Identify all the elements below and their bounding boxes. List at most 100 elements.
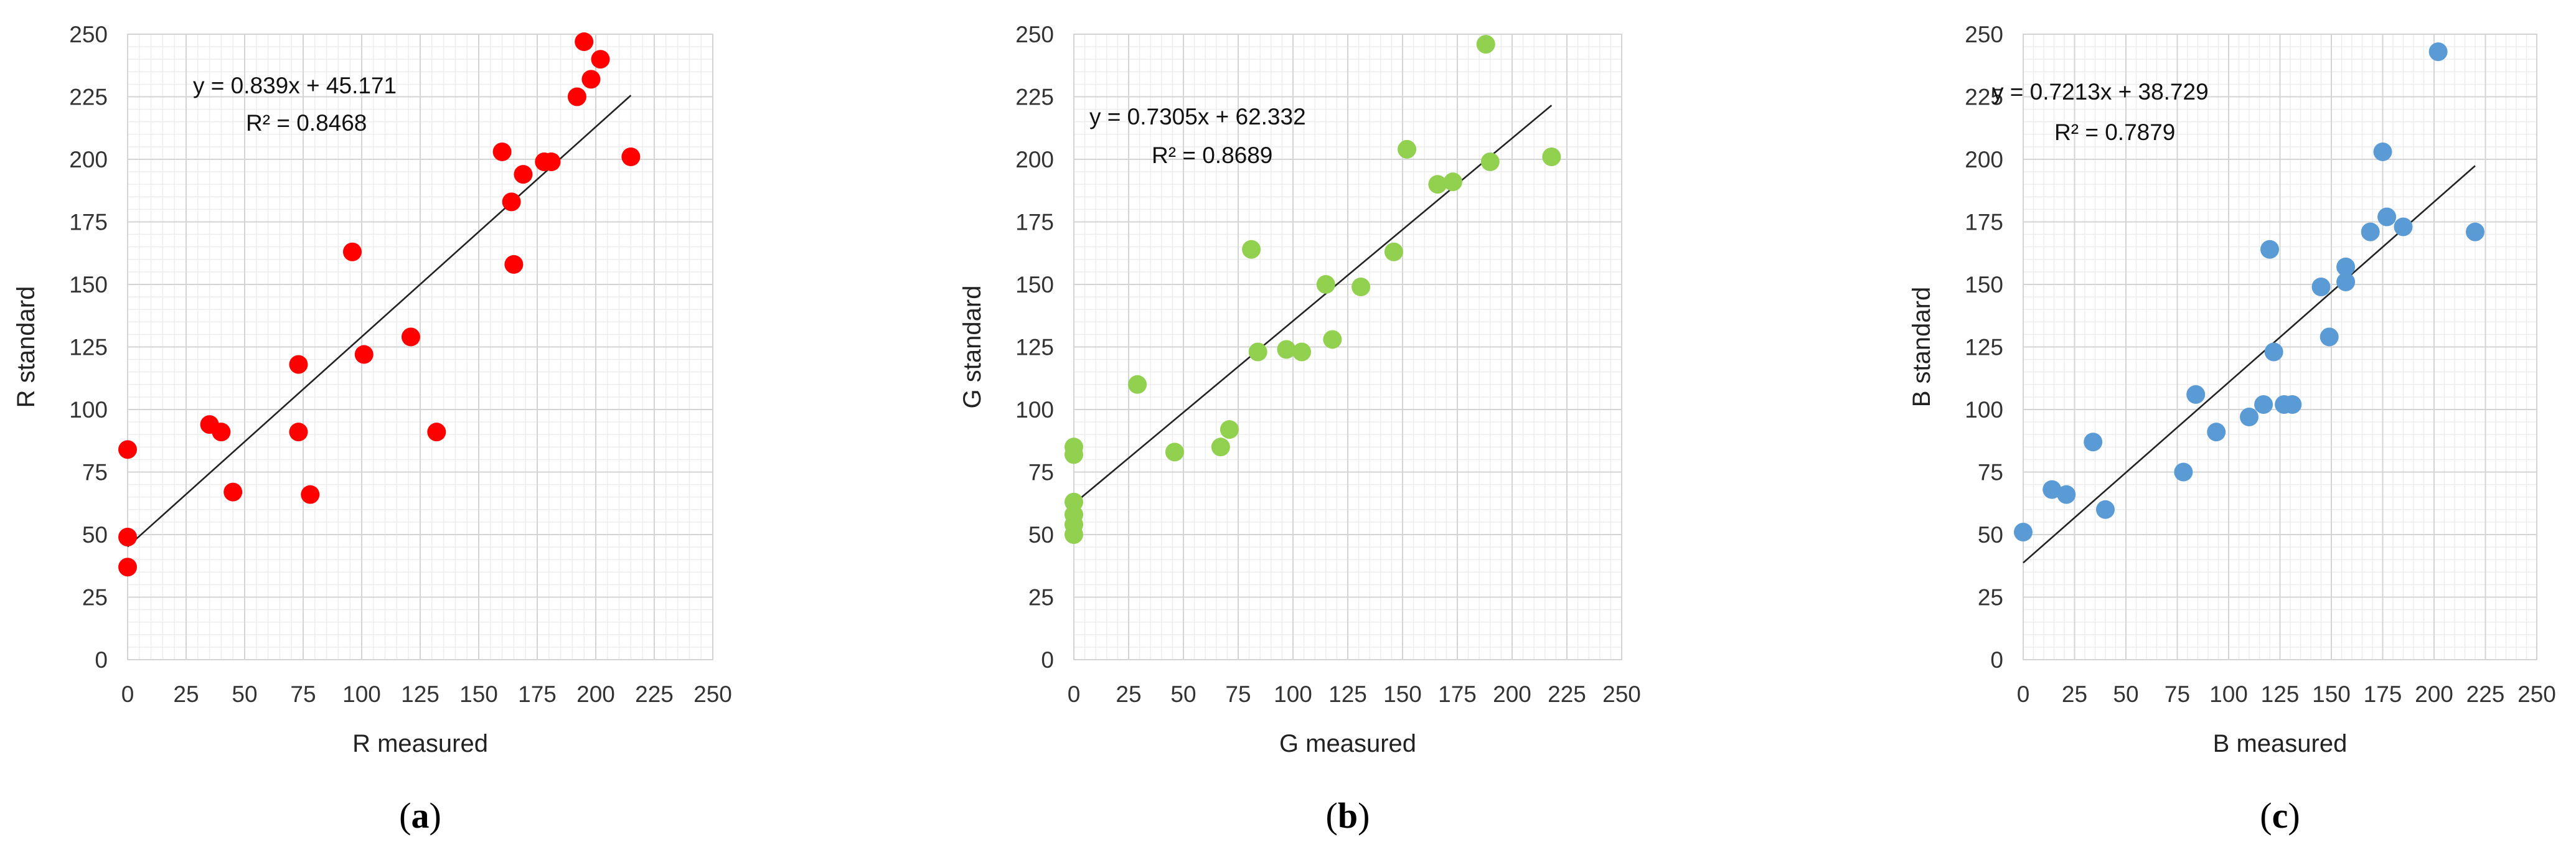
data-point [118,440,137,459]
panel-label: (a) [399,795,441,836]
data-point [118,528,137,547]
y-tick-label: 175 [69,210,108,235]
data-point [401,327,420,347]
x-tick-label: 75 [1225,681,1251,707]
minor-gridlines [1074,34,1622,660]
y-tick-label: 50 [82,522,108,548]
y-tick-label: 75 [82,460,108,485]
y-tick-label: 250 [1015,22,1054,47]
x-tick-label: 175 [1438,681,1477,707]
data-point [1277,340,1296,359]
data-point [2311,278,2331,297]
y-tick-label: 100 [69,397,108,423]
data-point [1128,375,1147,394]
y-axis-label: G standard [959,286,986,409]
trendline-equation: y = 0.839x + 45.171 [193,73,397,98]
x-tick-label: 75 [2165,681,2190,707]
data-point [2186,385,2206,404]
x-tick-label: 175 [2364,681,2402,707]
trendline [1073,105,1553,505]
data-point [2466,222,2484,241]
data-point [301,485,320,504]
data-point [118,558,137,577]
x-tick-label: 50 [1170,681,1196,707]
data-point [427,423,446,442]
data-point [2264,342,2283,362]
x-tick-label: 200 [1493,681,1531,707]
data-point [2057,485,2076,504]
x-tick-label: 175 [518,681,557,707]
y-tick-label: 200 [1015,147,1054,172]
y-tick-label: 125 [1965,335,2003,360]
y-tick-label: 25 [1028,585,1054,611]
x-tick-label: 150 [2312,681,2351,707]
x-tick-label: 125 [1328,681,1367,707]
panel-a-chart: 0 25 50 75 100 125 150 175 200 225 250 0 25 50 75 100 12… [12,22,732,836]
data-point [621,147,641,166]
x-tick-label: 200 [2415,681,2453,707]
x-tick-label: 75 [290,681,316,707]
y-tick-label: 0 [1990,647,2003,673]
x-tick-label: 225 [1548,681,1586,707]
data-point [2174,462,2193,482]
data-point [2096,500,2115,519]
x-tick-label: 100 [342,681,381,707]
y-tick-label: 100 [1015,397,1054,423]
data-point [1480,152,1500,172]
data-point [2042,480,2062,499]
data-point [504,255,524,274]
data-point [1065,445,1083,464]
data-point [1398,139,1417,159]
x-tick-label: 100 [1274,681,1312,707]
y-tick-label: 50 [1028,522,1054,548]
x-tick-label: 125 [2261,681,2300,707]
x-tick-label: 25 [2062,681,2087,707]
y-tick-label: 75 [1978,460,2003,485]
data-point [1292,342,1312,362]
y-tick-label: 225 [69,85,108,110]
y-tick-label: 75 [1028,460,1054,485]
x-tick-label: 50 [2113,681,2138,707]
x-tick-label: 0 [1068,681,1081,707]
y-tick-label: 200 [1965,147,2003,172]
data-point [1323,330,1342,349]
data-point [542,152,561,172]
panel-label: (c) [2260,795,2300,836]
y-tick-label: 175 [1015,210,1054,235]
y-axis-label: R standard [12,286,40,408]
data-point [2240,408,2259,427]
data-point [514,165,533,184]
data-point [223,482,243,502]
data-point [289,355,308,374]
x-tick-label: 200 [576,681,615,707]
y-tick-label: 150 [1965,272,2003,297]
x-tick-label: 0 [121,681,134,707]
data-points [1065,35,1561,544]
y-tick-label: 125 [1015,335,1054,360]
x-tick-label: 50 [232,681,257,707]
x-tick-label: 250 [693,681,732,707]
data-point [2207,423,2226,442]
x-tick-label: 150 [1383,681,1422,707]
y-tick-label: 225 [1965,85,2003,110]
data-point [1316,275,1335,294]
data-point [289,423,308,442]
data-point [2283,395,2302,414]
r-squared-label: R² = 0.8689 [1152,143,1272,168]
x-axis-label: G measured [1279,730,1416,757]
data-point [354,345,374,364]
data-point [1428,175,1447,194]
data-points [118,32,641,577]
data-point [591,50,610,69]
data-point [2084,433,2103,452]
y-tick-label: 25 [1978,585,2003,611]
major-gridlines [2023,34,2537,660]
x-tick-label: 100 [2209,681,2248,707]
data-point [2260,240,2279,259]
data-point [1220,420,1239,439]
y-tick-label: 175 [1965,210,2003,235]
y-axis-label: B standard [1908,287,1935,407]
y-tick-label: 50 [1978,522,2003,548]
y-tick-label: 250 [69,22,108,47]
